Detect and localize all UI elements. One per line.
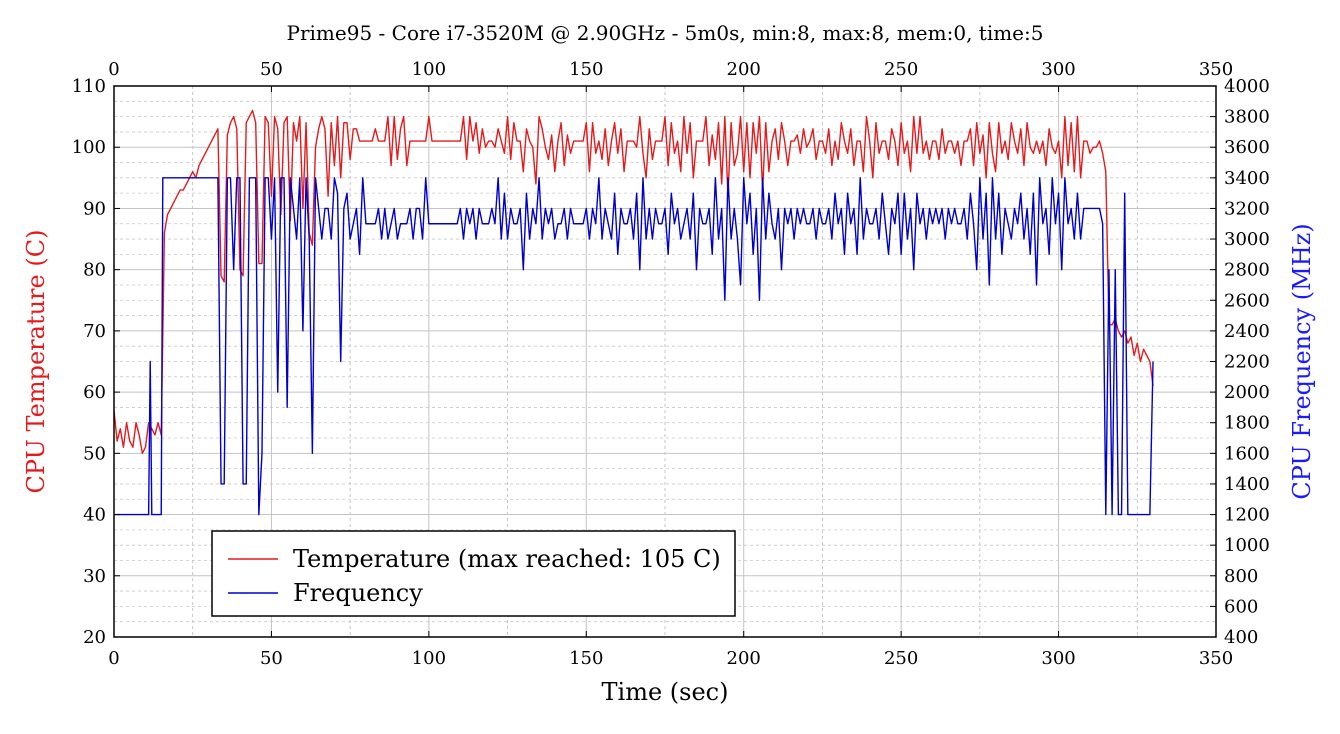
y2-tick-label: 2800: [1224, 260, 1270, 281]
y-tick-label: 110: [72, 76, 106, 97]
y-tick-label: 90: [83, 198, 106, 219]
y-tick-label: 40: [83, 505, 106, 526]
x-top-tick-label: 200: [727, 59, 761, 80]
y-tick-label: 30: [83, 566, 106, 587]
y2-tick-label: 4000: [1224, 76, 1270, 97]
x-top-tick-label: 50: [260, 59, 283, 80]
y2-tick-label: 1200: [1224, 505, 1270, 526]
y2-tick-label: 400: [1224, 627, 1258, 648]
y-tick-label: 70: [83, 321, 106, 342]
x-top-tick-label: 250: [884, 59, 918, 80]
x-tick-label: 50: [260, 648, 283, 669]
y2-tick-label: 600: [1224, 596, 1258, 617]
y2-tick-label: 3400: [1224, 168, 1270, 189]
y2-tick-label: 3600: [1224, 137, 1270, 158]
x-axis-title: Time (sec): [602, 678, 729, 706]
series-line-frequency: [114, 177, 1154, 516]
x-tick-label: 300: [1041, 648, 1075, 669]
y-tick-label: 50: [83, 443, 106, 464]
x-top-tick-label: 0: [108, 59, 119, 80]
y2-tick-label: 1400: [1224, 474, 1270, 495]
y-tick-label: 80: [83, 260, 106, 281]
x-top-tick-label: 150: [569, 59, 603, 80]
x-top-tick-label: 300: [1041, 59, 1075, 80]
y2-tick-label: 1800: [1224, 413, 1270, 434]
x-top-tick-label: 100: [412, 59, 446, 80]
series-line-temperature: [113, 109, 1154, 455]
y2-tick-label: 3200: [1224, 198, 1270, 219]
y2-tick-label: 1000: [1224, 535, 1270, 556]
y-tick-label: 100: [72, 137, 106, 158]
legend-box: [211, 530, 736, 617]
y2-tick-label: 3800: [1224, 107, 1270, 128]
y2-tick-label: 2000: [1224, 382, 1270, 403]
x-tick-label: 150: [569, 648, 603, 669]
legend-label-temperature: Temperature (max reached: 105 C): [293, 545, 721, 573]
legend-label-frequency: Frequency: [293, 579, 423, 607]
x-tick-label: 350: [1199, 648, 1233, 669]
y-tick-label: 20: [83, 627, 106, 648]
y2-tick-label: 3000: [1224, 229, 1270, 250]
x-tick-label: 200: [727, 648, 761, 669]
chart-title: Prime95 - Core i7-3520M @ 2.90GHz - 5m0s…: [287, 21, 1044, 45]
y2-tick-label: 1600: [1224, 443, 1270, 464]
y-axis-title: CPU Temperature (C): [22, 230, 50, 494]
y2-tick-label: 2200: [1224, 352, 1270, 373]
y2-axis-title: CPU Frequency (MHz): [1288, 223, 1316, 499]
y-tick-label: 60: [83, 382, 106, 403]
plot-area: [113, 109, 1154, 516]
legend: Temperature (max reached: 105 C) Frequen…: [211, 530, 736, 617]
x-tick-label: 100: [412, 648, 446, 669]
y2-tick-label: 800: [1224, 566, 1258, 587]
x-tick-label: 0: [108, 648, 119, 669]
y2-tick-label: 2400: [1224, 321, 1270, 342]
y2-tick-label: 2600: [1224, 290, 1270, 311]
axes: 0 0 50 50 100 100 150 150 200 200 250 250 300 300 350 3…: [72, 59, 1270, 669]
x-tick-label: 250: [884, 648, 918, 669]
x-top-tick-label: 350: [1199, 59, 1233, 80]
